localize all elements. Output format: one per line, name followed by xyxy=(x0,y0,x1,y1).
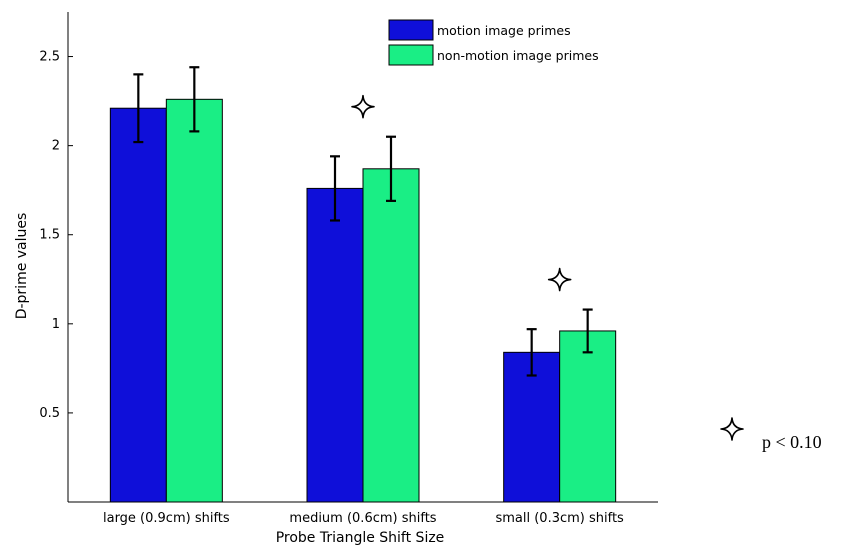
x-tick-label: medium (0.6cm) shifts xyxy=(289,511,436,526)
error-bar xyxy=(330,155,340,222)
p-value-note: p < 0.10 xyxy=(762,432,822,452)
bar-motion-1 xyxy=(306,187,364,503)
error-bar xyxy=(189,66,200,133)
y-tick-label: 2 xyxy=(52,139,60,154)
bar-nonmotion-2 xyxy=(559,330,617,503)
error-bar xyxy=(526,328,537,377)
x-tick-label: large (0.9cm) shifts xyxy=(103,511,230,526)
y-tick-label: 1.5 xyxy=(39,228,60,243)
significance-markers xyxy=(351,94,572,292)
error-bar xyxy=(582,308,593,354)
bar-motion-0 xyxy=(109,107,167,503)
legend-label-nonmotion: non-motion image primes xyxy=(437,48,599,63)
x-tick-label: small (0.3cm) shifts xyxy=(495,511,624,526)
four-point-star-icon xyxy=(351,94,375,119)
y-tick-label: 1 xyxy=(52,317,60,332)
four-point-star-icon xyxy=(720,417,744,441)
legend: motion image primes non-motion image pri… xyxy=(388,19,599,66)
axes xyxy=(67,12,658,503)
significance-note: p < 0.10 xyxy=(720,417,822,452)
y-axis-title: D-prime values xyxy=(14,213,30,320)
x-tick-labels: large (0.9cm) shifts medium (0.6cm) shift… xyxy=(103,511,624,526)
bar-nonmotion-0 xyxy=(165,98,223,503)
bar-motion-2 xyxy=(503,351,561,503)
error-bar xyxy=(133,73,144,144)
error-bar xyxy=(386,135,396,202)
bar-nonmotion-1 xyxy=(362,168,420,503)
error-bars-layer xyxy=(133,66,593,377)
y-tick-label: 0.5 xyxy=(39,406,60,421)
four-point-star-icon xyxy=(547,267,572,292)
legend-swatch-motion xyxy=(388,19,434,41)
bars-layer xyxy=(109,98,617,503)
legend-label-motion: motion image primes xyxy=(437,23,571,38)
y-tick-label: 2.5 xyxy=(39,50,60,65)
x-axis-title: Probe Triangle Shift Size xyxy=(276,530,445,546)
legend-swatch-nonmotion xyxy=(388,44,434,66)
y-ticks: 0.5 1 1.5 2 2.5 xyxy=(39,50,73,421)
